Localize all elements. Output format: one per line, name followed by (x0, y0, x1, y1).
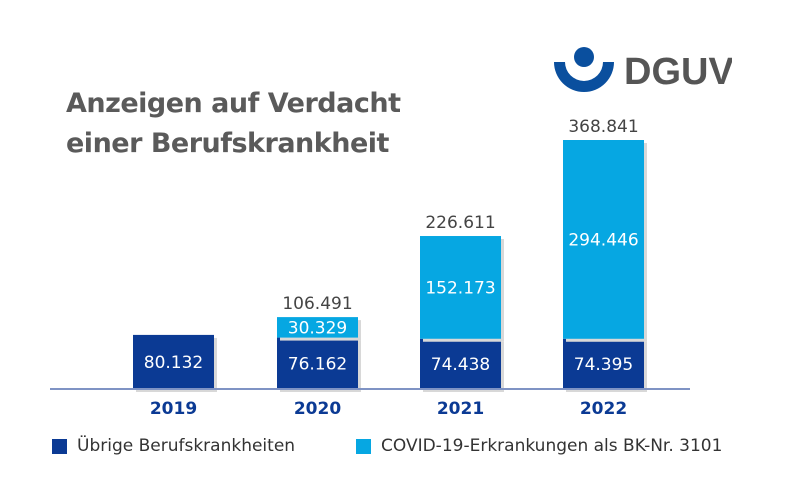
legend-label: COVID-19-Erkrankungen als BK-Nr. 3101 (381, 436, 723, 456)
bar-segment-2021-1 (420, 236, 501, 339)
logo-circle (574, 47, 594, 67)
bar-segment-2020-0 (277, 337, 358, 389)
dguv-logo: DGUV (554, 47, 732, 93)
bar-value-label: 76.162 (288, 354, 347, 374)
legend-item-1: COVID-19-Erkrankungen als BK-Nr. 3101 (356, 436, 722, 456)
bar-chart: 80.132 2019 76.162 30.329 106.491 2020 74.438 1… (50, 117, 690, 419)
x-tick-label: 2021 (437, 399, 484, 419)
legend-item-0: Übrige Berufskrankheiten (52, 436, 295, 456)
chart-title-line-1: Anzeigen auf Verdacht (66, 88, 401, 119)
legend-swatch-dark-blue (52, 438, 67, 454)
logo-text: DGUV (624, 51, 732, 93)
bar-segment-2022-1 (563, 140, 644, 339)
bar-total-label: 106.491 (282, 294, 352, 314)
bar-segment-2020-1 (277, 317, 358, 338)
bar-value-label: 294.446 (568, 230, 638, 250)
legend-swatch-light-blue (356, 438, 371, 454)
x-tick-label: 2019 (150, 399, 197, 419)
x-tick-label: 2022 (580, 399, 627, 419)
bar-total-label: 368.841 (568, 117, 638, 137)
bar-segment-2019-0 (133, 334, 214, 389)
bar-value-label: 152.173 (425, 278, 495, 298)
bar-value-label: 30.329 (288, 318, 347, 338)
x-tick-label: 2020 (294, 399, 341, 419)
chart-title-line-2: einer Berufskrankheit (66, 128, 389, 159)
legend-label: Übrige Berufskrankheiten (77, 436, 296, 456)
bar-value-label: 74.438 (431, 355, 490, 375)
chart-title: Anzeigen auf Verdacht einer Berufskrankh… (66, 84, 401, 164)
bar-total-label: 226.611 (425, 213, 495, 233)
bar-segment-2022-0 (563, 338, 644, 389)
bar-value-label: 74.395 (574, 355, 633, 375)
bar-segment-2021-0 (420, 338, 501, 389)
logo-arc (554, 62, 614, 92)
bar-value-label: 80.132 (144, 353, 203, 373)
